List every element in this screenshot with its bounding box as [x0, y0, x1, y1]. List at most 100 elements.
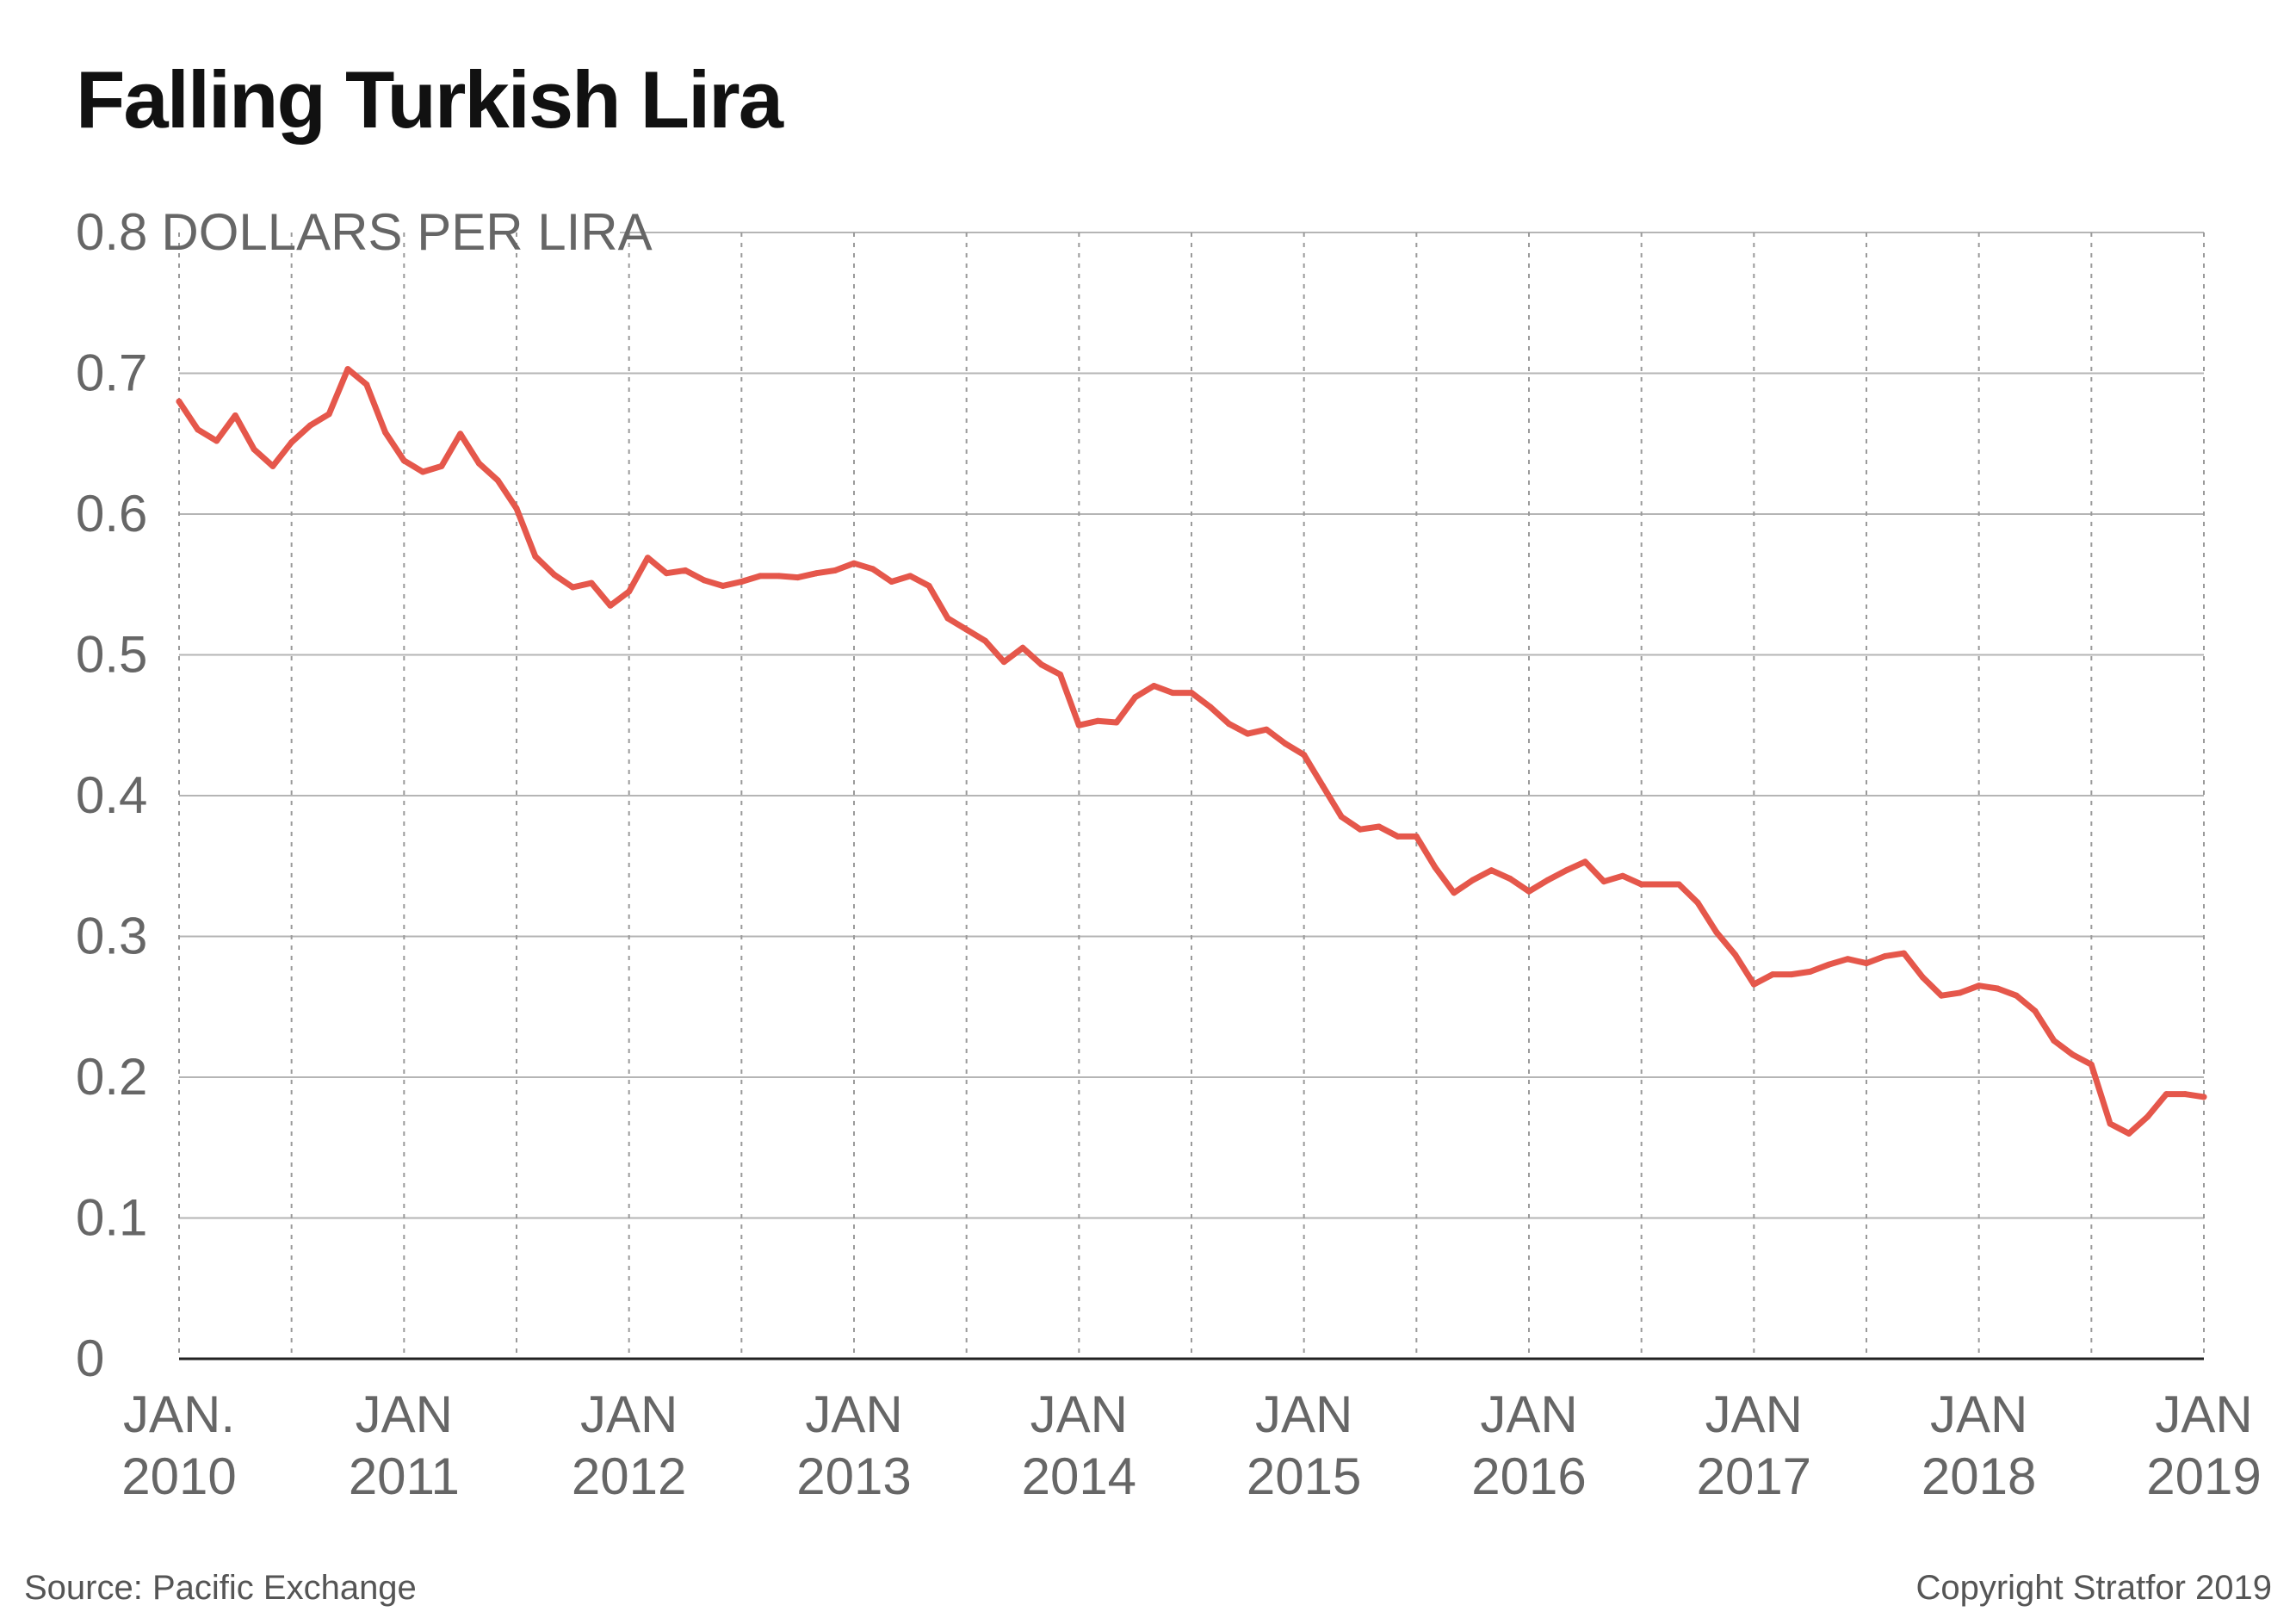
data-point — [2200, 1094, 2207, 1100]
data-point — [1282, 741, 1289, 747]
data-point — [2107, 1120, 2113, 1127]
data-point — [195, 426, 201, 433]
data-point — [907, 573, 913, 580]
data-point — [1544, 877, 1551, 883]
y-tick-label: 0.1 — [76, 1189, 147, 1247]
data-point — [588, 580, 595, 586]
data-point — [457, 431, 464, 437]
data-point — [1395, 833, 1402, 840]
data-point — [888, 579, 895, 585]
data-point — [795, 574, 801, 581]
data-point — [963, 626, 970, 633]
data-point — [325, 411, 332, 418]
x-tick-label-month: JAN. — [123, 1385, 235, 1443]
data-point — [1376, 823, 1383, 830]
data-point — [344, 366, 351, 373]
data-point — [720, 582, 727, 589]
data-point — [1863, 960, 1870, 967]
x-tick-label-year: 2012 — [572, 1447, 686, 1505]
chart-title: Falling Turkish Lira — [76, 54, 783, 145]
y-axis-unit-label: DOLLARS PER LIRA — [161, 203, 652, 261]
data-point — [1357, 826, 1364, 833]
data-point — [400, 457, 407, 464]
x-tick-label-year: 2018 — [1922, 1447, 2036, 1505]
data-point — [1732, 951, 1739, 958]
data-point — [2163, 1091, 2169, 1098]
y-axis-tick-labels: 0 0.1 0.2 0.3 0.4 0.5 0.6 0.7 0.8 DOLLARS PER LIR… — [76, 203, 653, 1387]
data-point — [1581, 858, 1588, 865]
data-point — [1938, 992, 1945, 999]
data-point — [626, 588, 633, 595]
data-point — [551, 571, 558, 578]
data-point — [1526, 888, 1532, 895]
data-point — [569, 584, 576, 591]
data-point — [1769, 971, 1776, 978]
x-tick-label-year: 2016 — [1471, 1447, 1586, 1505]
y-tick-label: 0.5 — [76, 626, 147, 684]
data-point — [981, 637, 988, 644]
data-point — [382, 429, 389, 436]
data-point — [1807, 968, 1814, 975]
x-tick-label-month: JAN — [1930, 1385, 2027, 1443]
x-tick-label-year: 2017 — [1697, 1447, 1811, 1505]
data-point — [1825, 961, 1832, 968]
data-point — [232, 412, 238, 418]
x-tick-label-year: 2010 — [121, 1447, 236, 1505]
data-point — [1319, 783, 1326, 790]
data-point — [813, 570, 820, 577]
data-point — [1038, 661, 1045, 668]
data-point — [1619, 872, 1626, 879]
data-point — [1713, 929, 1720, 936]
x-tick-label-year: 2013 — [796, 1447, 911, 1505]
data-point — [1338, 814, 1345, 820]
data-point — [1226, 721, 1233, 728]
data-point — [2070, 1051, 2076, 1058]
data-point — [1263, 726, 1270, 733]
data-point — [1188, 690, 1195, 697]
data-point — [1919, 974, 1926, 981]
data-point — [251, 446, 257, 453]
x-tick-label-year: 2015 — [1247, 1447, 1361, 1505]
data-point — [438, 462, 445, 469]
data-point — [1994, 985, 2001, 992]
data-point — [269, 462, 276, 469]
data-point — [1638, 881, 1645, 888]
data-point — [2126, 1130, 2132, 1137]
data-point — [1694, 899, 1701, 906]
data-point — [1507, 876, 1513, 882]
data-point — [288, 439, 295, 446]
data-point — [832, 567, 839, 573]
data-point — [2144, 1113, 2151, 1120]
data-point — [644, 555, 651, 561]
data-point — [1019, 644, 1026, 651]
data-point — [1976, 982, 1983, 989]
data-point — [2182, 1091, 2188, 1098]
x-tick-label-month: JAN — [580, 1385, 678, 1443]
y-tick-label: 0.4 — [76, 766, 147, 824]
data-point — [607, 602, 614, 609]
data-point — [176, 398, 183, 405]
data-point — [1150, 683, 1157, 689]
y-tick-label: 0.8 DOLLARS PER LIRA — [76, 203, 653, 261]
data-point — [1451, 889, 1457, 896]
data-point — [1488, 867, 1495, 874]
x-tick-label-year: 2014 — [1022, 1447, 1136, 1505]
y-tick-label: 0.2 — [76, 1048, 147, 1106]
data-point — [1844, 956, 1851, 963]
x-tick-label-month: JAN — [1480, 1385, 1577, 1443]
data-point — [1675, 881, 1682, 888]
x-tick-label-month: JAN — [805, 1385, 902, 1443]
data-point — [1132, 694, 1139, 701]
data-point — [2088, 1061, 2095, 1068]
series-layer — [176, 366, 2207, 1137]
data-point — [1244, 730, 1251, 737]
data-point — [532, 553, 539, 560]
data-point — [870, 566, 876, 573]
data-point — [1169, 690, 1176, 697]
data-point — [701, 577, 708, 584]
data-point — [1094, 717, 1101, 724]
x-tick-label-year: 2011 — [349, 1447, 460, 1505]
data-point — [776, 573, 783, 580]
x-tick-label-month: JAN — [1705, 1385, 1803, 1443]
